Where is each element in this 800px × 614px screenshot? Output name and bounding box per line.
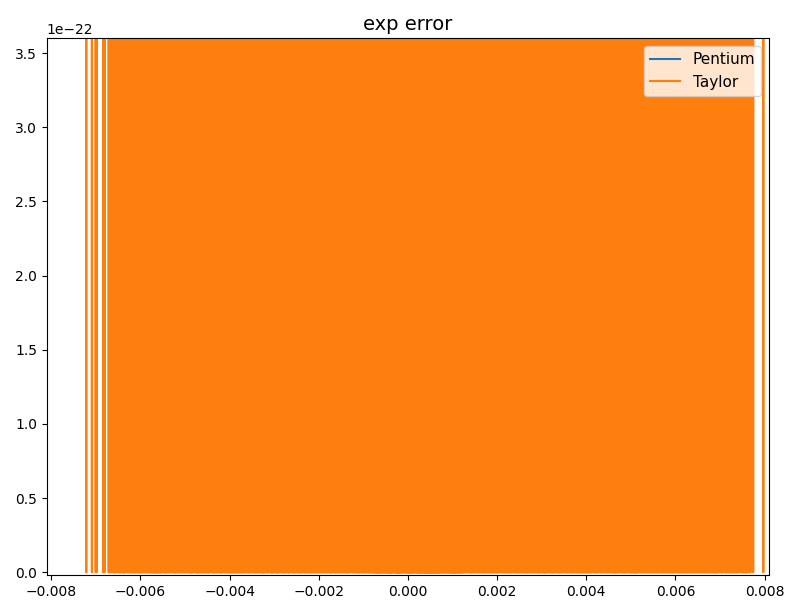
- Taylor: [567, 569, 577, 576]
- Legend: Pentium, Taylor: Pentium, Taylor: [644, 46, 762, 96]
- Taylor: [706, 569, 716, 576]
- Taylor: [82, 569, 91, 576]
- Taylor: [742, 569, 752, 576]
- Pentium: [386, 569, 395, 576]
- Line: Pentium: Pentium: [46, 0, 769, 572]
- Line: Taylor: Taylor: [46, 0, 769, 572]
- Title: exp error: exp error: [363, 15, 453, 34]
- Pentium: [354, 569, 363, 576]
